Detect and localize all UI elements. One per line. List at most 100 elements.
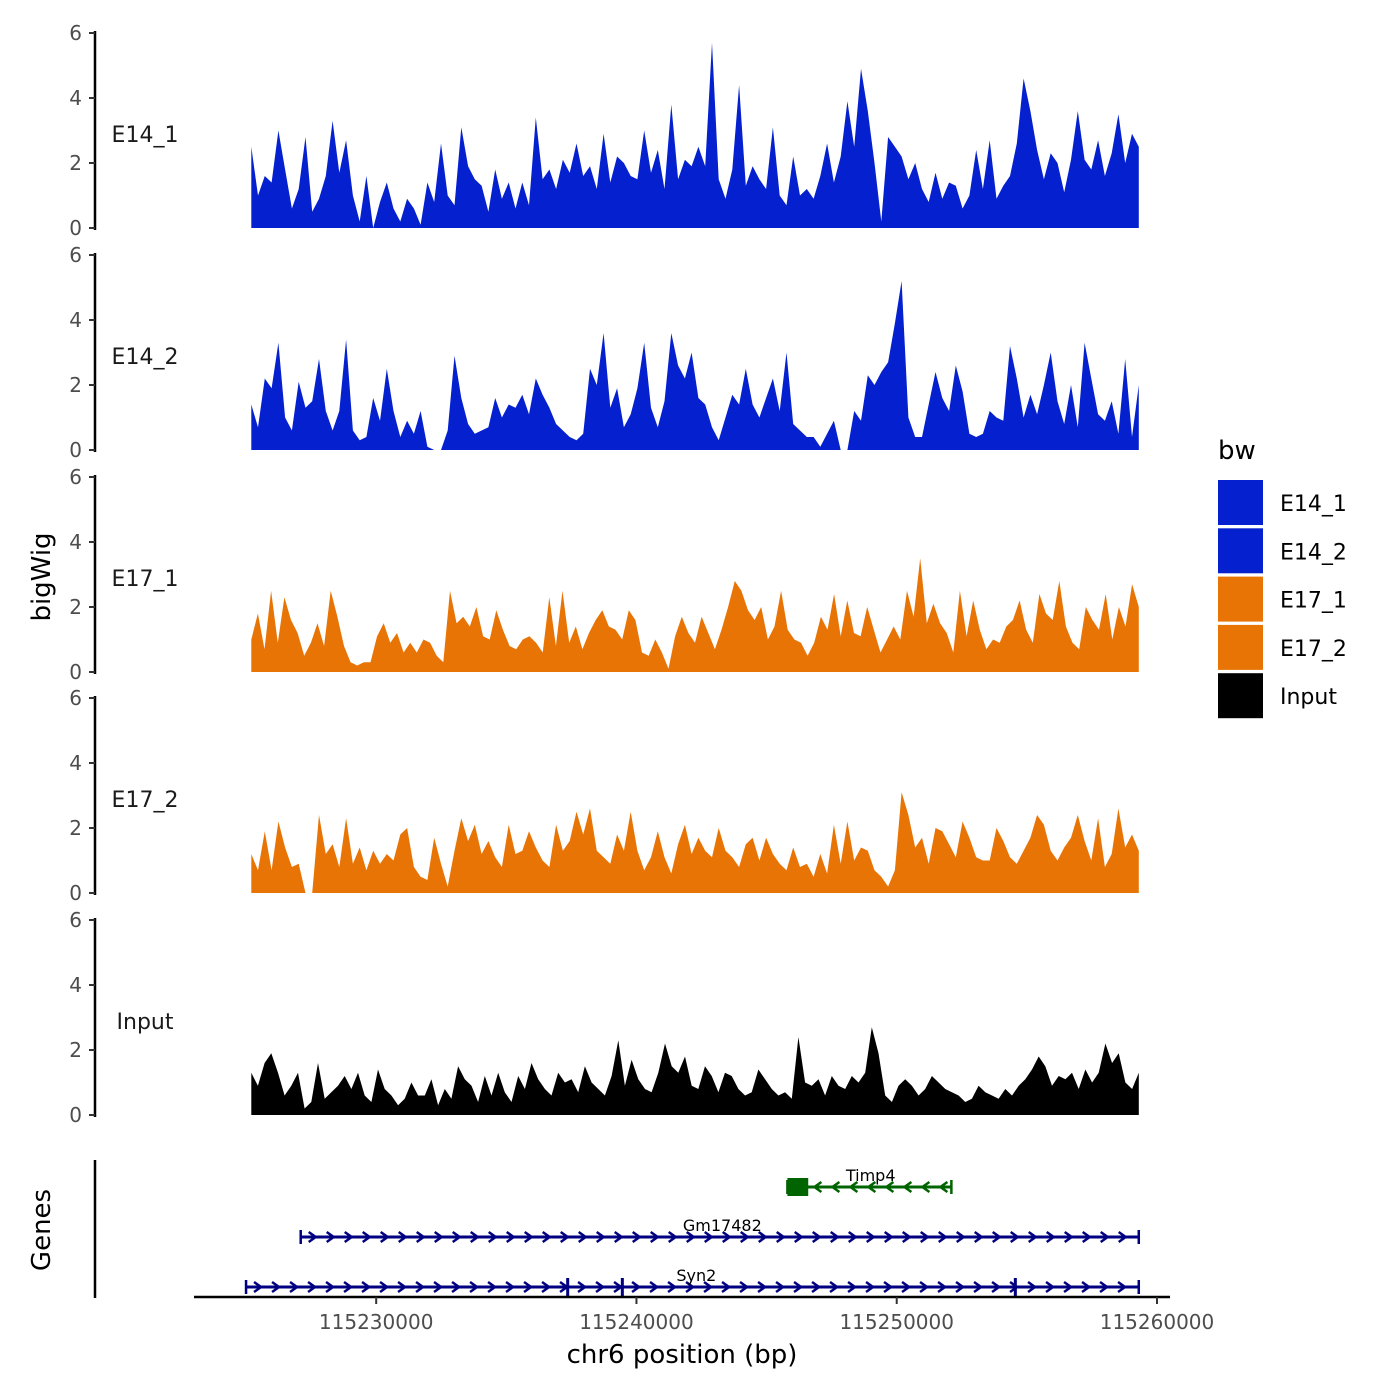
- exon: [620, 1278, 624, 1296]
- strand-arrow: [829, 1280, 840, 1294]
- y-tick-label: 2: [69, 151, 82, 175]
- strand-arrow: [775, 1280, 786, 1294]
- strand-arrow: [397, 1280, 408, 1294]
- gene-label: Gm17482: [683, 1216, 762, 1235]
- signal-area-e14_1: [251, 42, 1139, 228]
- y-tick-label: 4: [69, 530, 82, 554]
- strand-arrow: [1063, 1230, 1074, 1244]
- strand-arrow: [721, 1230, 732, 1244]
- strand-arrow: [469, 1280, 480, 1294]
- strand-arrow: [289, 1280, 300, 1294]
- strand-arrow: [938, 1180, 949, 1194]
- signal-area-input: [251, 1027, 1139, 1115]
- strand-arrow: [883, 1230, 894, 1244]
- strand-arrow: [631, 1280, 642, 1294]
- legend-swatch-e17_1: [1218, 576, 1263, 622]
- strand-arrow: [541, 1230, 552, 1244]
- y-tick-label: 4: [69, 751, 82, 775]
- strand-arrow: [955, 1230, 966, 1244]
- strand-arrow: [1045, 1230, 1056, 1244]
- y-tick-label: 6: [69, 908, 82, 932]
- y-tick-label: 6: [69, 21, 82, 45]
- strand-arrow: [991, 1280, 1002, 1294]
- track-label: E14_1: [112, 123, 179, 148]
- strand-arrow: [505, 1230, 516, 1244]
- strand-arrow: [739, 1280, 750, 1294]
- strand-arrow: [811, 1230, 822, 1244]
- track-e14_1: 0 2 4 6 E14_1: [69, 21, 1139, 240]
- strand-arrow: [397, 1230, 408, 1244]
- strand-arrow: [937, 1280, 948, 1294]
- strand-arrow: [541, 1280, 552, 1294]
- strand-arrow: [307, 1280, 318, 1294]
- y-tick-label: 2: [69, 816, 82, 840]
- track-e17_2: 0 2 4 6 E17_2: [69, 686, 1139, 905]
- track-label: Input: [117, 1010, 174, 1035]
- strand-arrow: [595, 1280, 606, 1294]
- strand-arrow: [307, 1230, 318, 1244]
- legend: bw E14_1 E14_2 E17_1 E17_2 Input: [1218, 436, 1347, 719]
- strand-arrow: [1117, 1280, 1128, 1294]
- strand-arrow: [812, 1180, 823, 1194]
- strand-arrow: [847, 1230, 858, 1244]
- gene-timp4: Timp4: [786, 1166, 953, 1196]
- track-label: E17_1: [112, 567, 179, 592]
- gene-label: Syn2: [676, 1266, 716, 1285]
- y-tick-label: 6: [69, 465, 82, 489]
- strand-arrow: [505, 1280, 516, 1294]
- strand-arrow: [379, 1230, 390, 1244]
- strand-arrow: [937, 1230, 948, 1244]
- y-tick-label: 4: [69, 308, 82, 332]
- strand-arrow: [253, 1280, 264, 1294]
- y-tick-label: 4: [69, 973, 82, 997]
- strand-arrow: [757, 1230, 768, 1244]
- strand-arrow: [1099, 1230, 1110, 1244]
- strand-arrow: [1081, 1280, 1092, 1294]
- legend-swatch-e17_2: [1218, 624, 1263, 670]
- y-axis-title: bigWig: [27, 532, 57, 621]
- strand-arrow: [883, 1280, 894, 1294]
- y-tick-label: 0: [69, 438, 82, 462]
- legend-label-input: Input: [1280, 685, 1337, 710]
- strand-arrow: [451, 1230, 462, 1244]
- gene-syn2: Syn2: [244, 1266, 1141, 1296]
- strand-arrow: [920, 1180, 931, 1194]
- strand-arrow: [703, 1280, 714, 1294]
- strand-arrow: [811, 1280, 822, 1294]
- strand-arrow: [469, 1230, 480, 1244]
- strand-arrow: [865, 1230, 876, 1244]
- strand-arrow: [487, 1230, 498, 1244]
- strand-arrow: [595, 1230, 606, 1244]
- strand-arrow: [487, 1280, 498, 1294]
- strand-arrow: [793, 1230, 804, 1244]
- strand-arrow: [919, 1280, 930, 1294]
- strand-arrow: [343, 1230, 354, 1244]
- strand-arrow: [991, 1230, 1002, 1244]
- strand-arrow: [955, 1280, 966, 1294]
- x-tick-label: 115230000: [319, 1310, 434, 1334]
- signal-area-e17_2: [251, 792, 1139, 893]
- strand-arrow: [631, 1230, 642, 1244]
- strand-arrow: [703, 1230, 714, 1244]
- strand-arrow: [577, 1230, 588, 1244]
- exon: [787, 1178, 809, 1196]
- y-tick-label: 0: [69, 1103, 82, 1127]
- strand-arrow: [848, 1180, 859, 1194]
- y-tick-label: 6: [69, 243, 82, 267]
- y-tick-label: 4: [69, 86, 82, 110]
- exon: [1013, 1278, 1017, 1296]
- strand-arrow: [1081, 1230, 1092, 1244]
- strand-arrow: [361, 1230, 372, 1244]
- legend-swatch-input: [1218, 673, 1263, 719]
- x-tick-label: 115260000: [1100, 1310, 1215, 1334]
- strand-arrow: [757, 1280, 768, 1294]
- strand-arrow: [667, 1230, 678, 1244]
- strand-arrow: [379, 1280, 390, 1294]
- track-e14_2: 0 2 4 6 E14_2: [69, 243, 1139, 462]
- y-tick-label: 2: [69, 595, 82, 619]
- strand-arrow: [830, 1180, 841, 1194]
- y-tick-label: 0: [69, 660, 82, 684]
- strand-arrow: [1009, 1280, 1020, 1294]
- strand-arrow: [973, 1280, 984, 1294]
